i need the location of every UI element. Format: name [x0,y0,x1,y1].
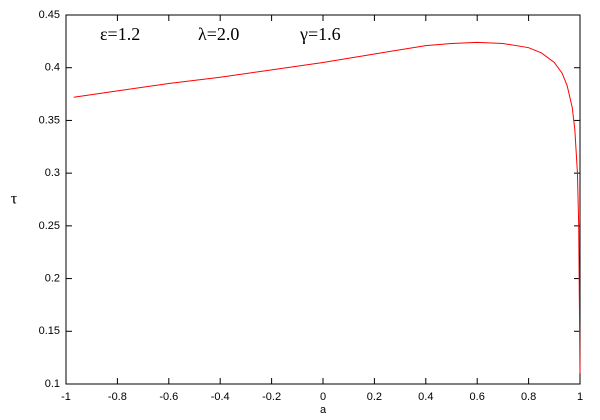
x-tick-label: -1 [61,391,71,403]
y-tick-label: 0.4 [45,62,60,74]
x-tick-label: 0.2 [367,391,382,403]
x-tick-label: -0.8 [108,391,127,403]
y-tick-label: 0.35 [39,114,60,126]
x-tick-label: 0.6 [470,391,485,403]
y-tick-label: 0.1 [45,378,60,390]
annotation: γ=1.6 [299,24,341,44]
data-line [73,41,581,374]
y-axis-label: τ [11,191,18,208]
y-tick-label: 0.3 [45,167,60,179]
y-tick-label: 0.2 [45,272,60,284]
plot-frame [65,14,581,385]
annotation: λ=2.0 [198,24,239,44]
y-tick-label: 0.25 [39,220,60,232]
x-tick-label: 0 [320,391,326,403]
x-tick-label: -0.2 [262,391,281,403]
x-tick-label: -0.4 [211,391,230,403]
annotation: ε=1.2 [100,24,140,44]
x-axis-label: a [320,404,327,416]
x-tick-label: 0.8 [521,391,536,403]
y-tick-label: 0.15 [39,325,60,337]
y-tick-label: 0.45 [39,9,60,21]
x-tick-label: 1 [577,391,583,403]
x-tick-label: -0.6 [159,391,178,403]
x-tick-label: 0.4 [418,391,433,403]
